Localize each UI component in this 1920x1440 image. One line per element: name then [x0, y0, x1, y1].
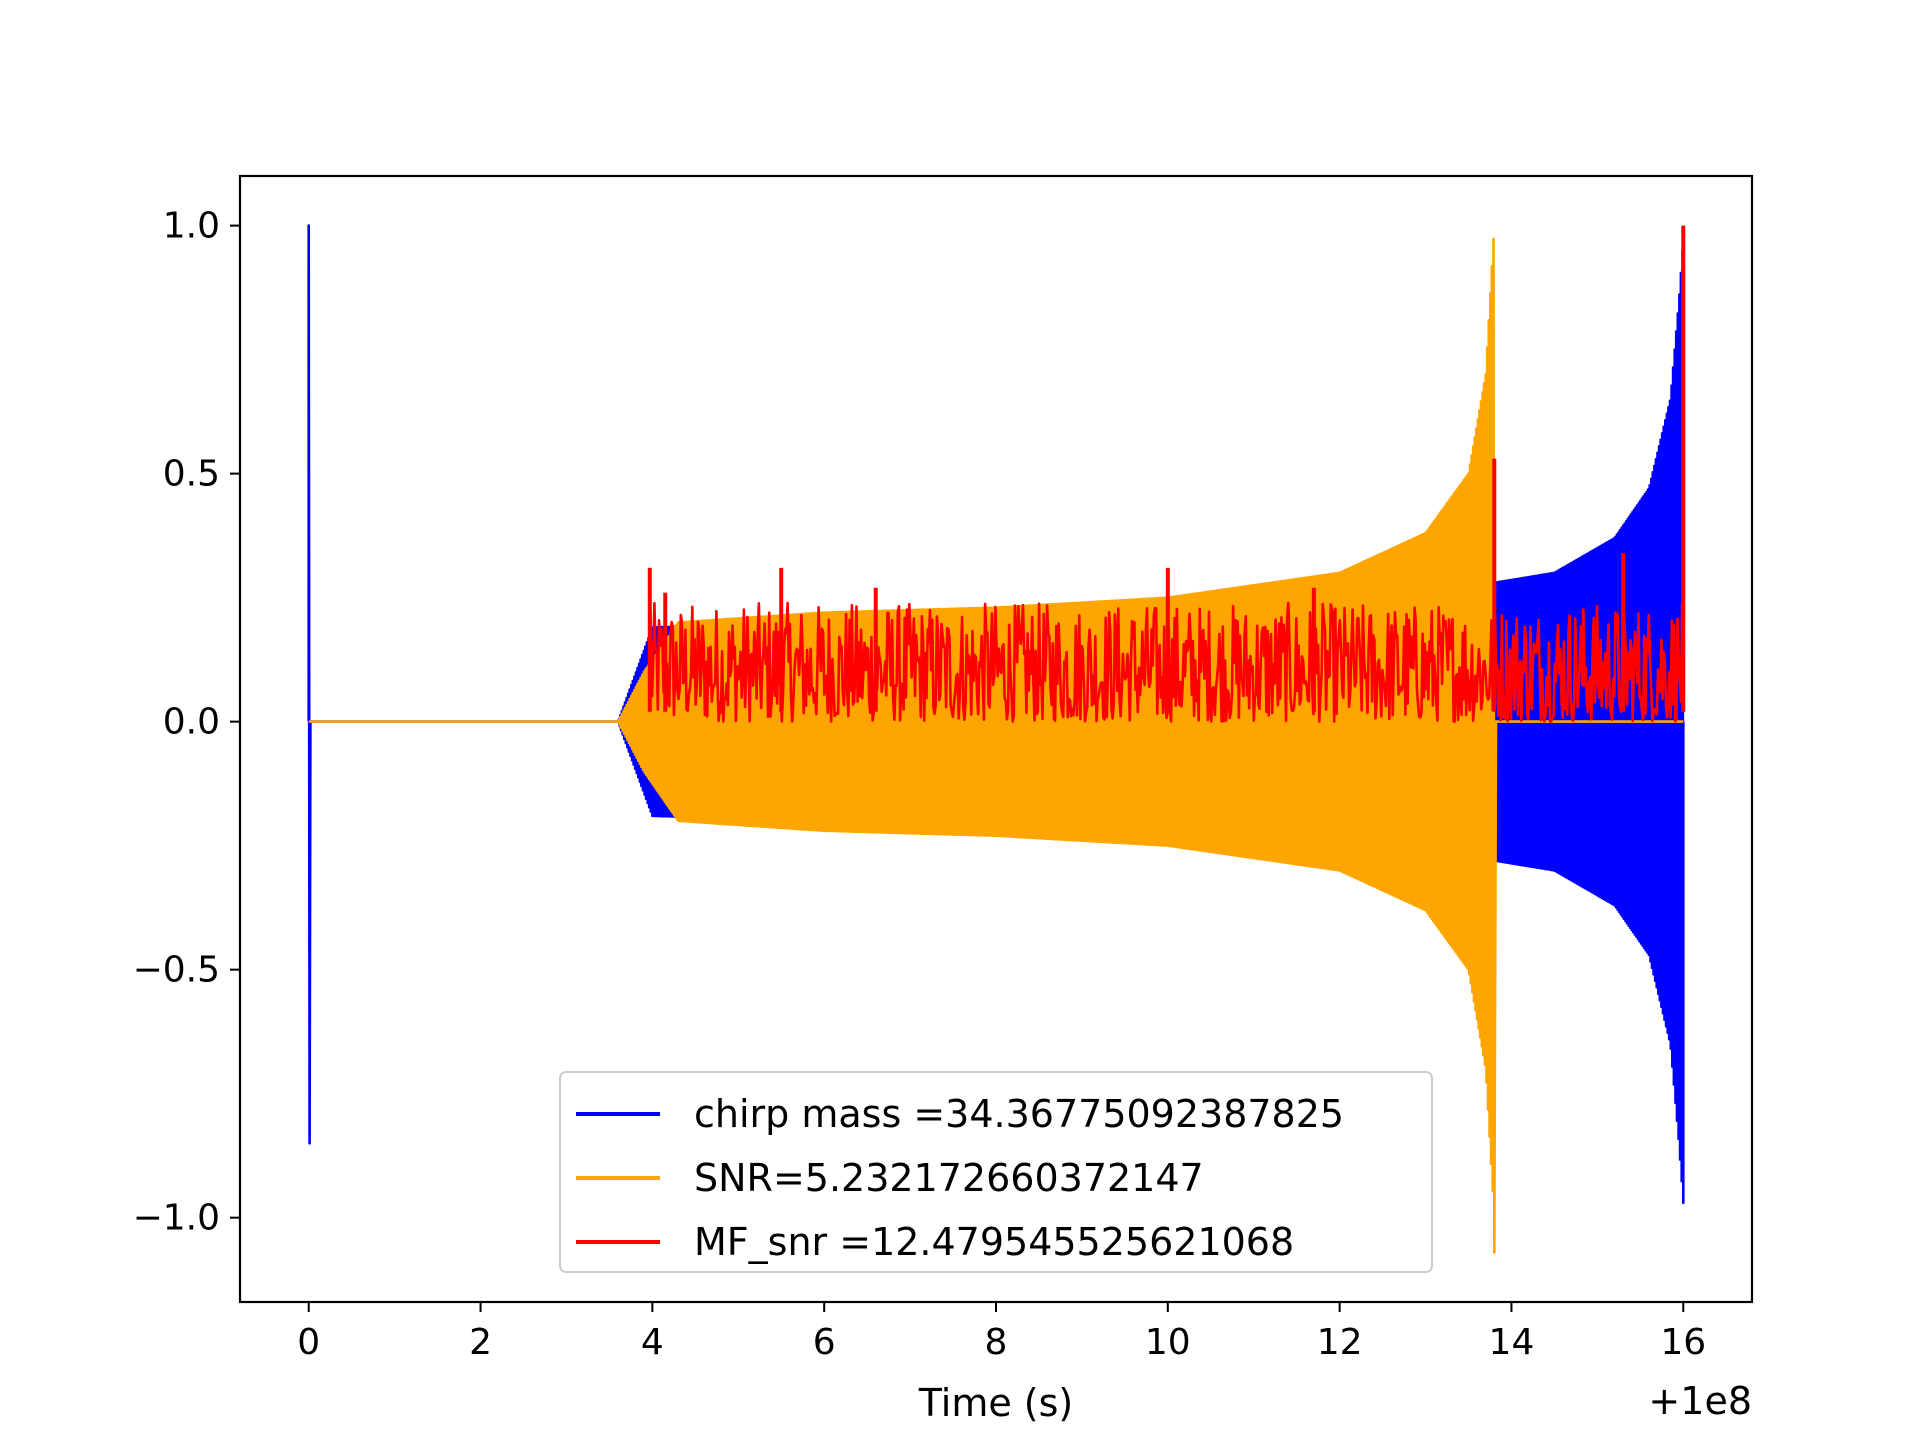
series-layer	[307, 224, 1686, 1254]
legend-label: chirp mass =34.36775092387825	[694, 1092, 1344, 1136]
x-tick-label: 14	[1489, 1322, 1535, 1363]
y-ticks: 1.0 0.5 0.0 −0.5 −1.0	[133, 206, 240, 1239]
series-line	[648, 567, 1685, 723]
x-tick-label: 16	[1660, 1322, 1706, 1363]
y-tick-label: 0.5	[163, 454, 220, 495]
x-axis-label: Time (s)	[918, 1381, 1074, 1425]
x-tick-label: 6	[813, 1322, 836, 1363]
legend-label: MF_snr =12.479545525621068	[694, 1220, 1294, 1264]
legend-label: SNR=5.232172660372147	[694, 1156, 1204, 1200]
x-ticks: 0 2 4 6 8 10 12 14 16	[297, 1302, 1706, 1363]
legend: chirp mass =34.36775092387825 SNR=5.23217…	[559, 1071, 1433, 1273]
x-tick-label: 0	[297, 1322, 320, 1363]
y-tick-label: −1.0	[133, 1198, 220, 1239]
x-tick-label: 2	[469, 1322, 492, 1363]
legend-box	[559, 1071, 1433, 1273]
x-tick-label: 4	[641, 1322, 664, 1363]
x-axis-offset-label: +1e8	[1648, 1379, 1752, 1423]
x-tick-label: 8	[985, 1322, 1008, 1363]
x-tick-label: 12	[1317, 1322, 1363, 1363]
y-tick-label: 0.0	[163, 702, 220, 743]
y-tick-label: −0.5	[133, 950, 220, 991]
series-3	[647, 225, 1686, 723]
x-tick-label: 10	[1145, 1322, 1191, 1363]
y-tick-label: 1.0	[163, 206, 220, 247]
